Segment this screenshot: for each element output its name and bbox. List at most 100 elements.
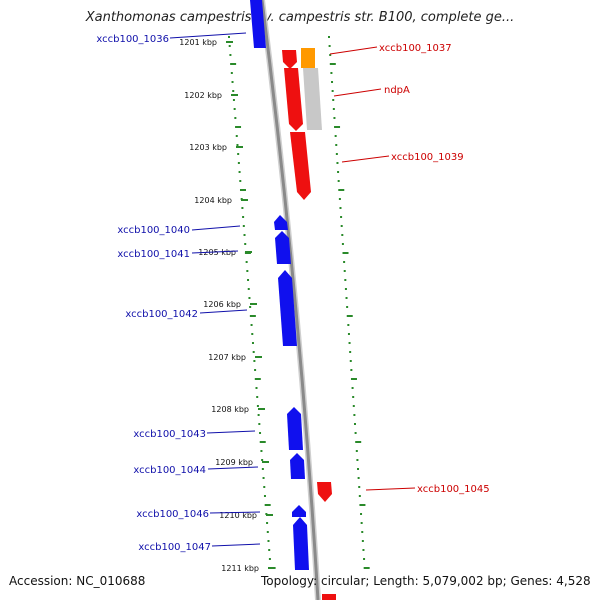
gene-label-xccb100-1036[interactable]: xccb100_1036 [96, 34, 169, 45]
gc-ring-inner-dot [244, 252, 251, 254]
gc-ring-inner-dot [244, 243, 247, 245]
gc-ring-inner-dot [251, 342, 254, 344]
gc-ring-inner-dot [237, 162, 240, 164]
kbp-tick-label: 1202 kbp [184, 91, 222, 100]
gc-ring-inner-dot [259, 432, 262, 434]
gc-ring-inner-dot [234, 117, 237, 119]
gc-ring-inner-dot [237, 153, 240, 155]
gene-arrow-xccb100-1036[interactable] [250, 0, 266, 48]
gene-arrow-xccb100-1042[interactable] [278, 270, 297, 346]
gene-label-xccb100-1042[interactable]: xccb100_1042 [125, 309, 198, 320]
gc-ring-outer-dot [348, 342, 351, 344]
gc-ring-outer-dot [357, 468, 360, 470]
gc-ring-outer-dot [336, 162, 339, 164]
gc-ring-inner-dot [228, 45, 231, 47]
gene-label-xccb100-1047[interactable]: xccb100_1047 [138, 542, 211, 553]
gene-label-ndpA[interactable]: ndpA [384, 85, 410, 96]
kbp-tick-label: 1210 kbp [219, 511, 257, 520]
gene-arrow-xccb100-1044[interactable] [290, 453, 305, 479]
gene-label-xccb100-1041[interactable]: xccb100_1041 [117, 249, 190, 260]
gene-label-xccb100-1046[interactable]: xccb100_1046 [136, 509, 209, 520]
gc-ring-inner-dot [245, 261, 248, 263]
gc-ring-outer-dot [337, 171, 340, 173]
gc-ring-outer-dot [360, 522, 363, 524]
gene-label-xccb100-1040[interactable]: xccb100_1040 [117, 225, 190, 236]
gc-ring-outer-dot [351, 387, 354, 389]
gc-ring-inner-dot [255, 387, 258, 389]
gc-ring-inner-dot [259, 441, 266, 443]
gc-ring-inner-dot [247, 279, 250, 281]
gc-ring-outer-dot [335, 153, 338, 155]
gc-ring-inner-dot [235, 135, 238, 137]
gene-arrow-xccb100-1041[interactable] [275, 231, 291, 264]
gc-ring-outer-dot [357, 477, 360, 479]
gene-arrow-xccb100-1043[interactable] [287, 407, 303, 450]
gc-ring-inner-dot [260, 450, 263, 452]
gc-ring-outer-dot [343, 270, 346, 272]
gc-ring-inner-dot [254, 378, 261, 380]
gc-ring-outer-dot [361, 540, 364, 542]
gene-label-xccb100-1045[interactable]: xccb100_1045 [417, 484, 490, 495]
gc-ring-outer-dot [350, 369, 353, 371]
gc-ring-inner-dot [240, 198, 243, 200]
gc-ring-inner-dot [256, 396, 259, 398]
gc-ring-outer-dot [359, 504, 366, 506]
gc-ring-inner-dot [248, 297, 251, 299]
gene-arrow-xccb100-1040[interactable] [274, 215, 288, 230]
gc-ring-outer-dot [355, 450, 358, 452]
gc-ring-outer-dot [331, 90, 334, 92]
gc-ring-inner-dot [236, 144, 239, 146]
gene-label-xccb100-1043[interactable]: xccb100_1043 [133, 429, 206, 440]
gc-ring-inner-dot [230, 63, 237, 65]
gene-label-xccb100-1037[interactable]: xccb100_1037 [379, 43, 452, 54]
gc-ring-inner-dot [243, 234, 246, 236]
rna-gene-marker[interactable] [301, 48, 315, 68]
gc-ring-outer-dot [332, 99, 335, 101]
gc-ring-outer-dot [334, 126, 341, 128]
gene-arrow-ndpA[interactable] [284, 68, 303, 131]
gc-ring-outer-dot [340, 225, 343, 227]
gc-ring-outer-dot [349, 351, 352, 353]
gc-ring-inner-dot [228, 36, 230, 38]
genome-summary: Topology: circular; Length: 5,079,002 bp… [261, 574, 591, 588]
gc-ring-outer-dot [341, 234, 344, 236]
gc-ring-outer-dot [347, 333, 350, 335]
gc-ring-outer-dot [358, 495, 361, 497]
gc-ring-outer-dot [360, 513, 363, 515]
gc-ring-outer-dot [345, 297, 348, 299]
gc-ring-outer-dot [353, 414, 356, 416]
gc-ring-inner-dot [239, 189, 246, 191]
gene-edge-marker[interactable] [322, 594, 336, 600]
gc-ring-inner-dot [266, 531, 269, 533]
gc-ring-outer-dot [344, 288, 347, 290]
gene-arrow-ndpA-pseudo[interactable] [303, 68, 322, 130]
gene-arrow-xccb100-1047[interactable] [293, 517, 309, 570]
gc-ring-inner-dot [231, 81, 234, 83]
gc-ring-outer-dot [356, 459, 359, 461]
map-title: Xanthomonas campestris pv. campestris st… [85, 10, 515, 25]
gc-ring-outer-dot [352, 396, 355, 398]
gc-ring-outer-dot [363, 567, 370, 569]
gc-ring-inner-dot [242, 216, 245, 218]
gene-arrow-xccb100-1046[interactable] [292, 505, 306, 517]
gc-ring-inner-dot [246, 270, 249, 272]
gene-label-xccb100-1044[interactable]: xccb100_1044 [133, 465, 206, 476]
gc-ring-outer-dot [355, 441, 362, 443]
gc-ring-inner-dot [252, 351, 255, 353]
gc-ring-inner-dot [269, 567, 276, 569]
gc-ring-outer-dot [354, 432, 357, 434]
gene-label-xccb100-1039[interactable]: xccb100_1039 [391, 152, 464, 163]
gene-label-leaders [169, 32, 416, 547]
gc-ring-inner-dot [263, 495, 266, 497]
chromosome-backbone [260, 0, 320, 600]
gc-ring-inner-dot [232, 90, 235, 92]
gc-ring-outer-dot [352, 405, 355, 407]
gene-arrow-xccb100-1037[interactable] [282, 50, 297, 69]
kbp-tick-label: 1201 kbp [179, 38, 217, 47]
gene-arrow-xccb100-1039[interactable] [290, 132, 311, 200]
gc-ring-outer-dot [343, 261, 346, 263]
gene-arrow-xccb100-1045[interactable] [317, 482, 332, 502]
gc-ring-outer-dot [346, 306, 349, 308]
gc-ring-inner-dot [253, 360, 256, 362]
gc-ring-outer-dot [344, 279, 347, 281]
